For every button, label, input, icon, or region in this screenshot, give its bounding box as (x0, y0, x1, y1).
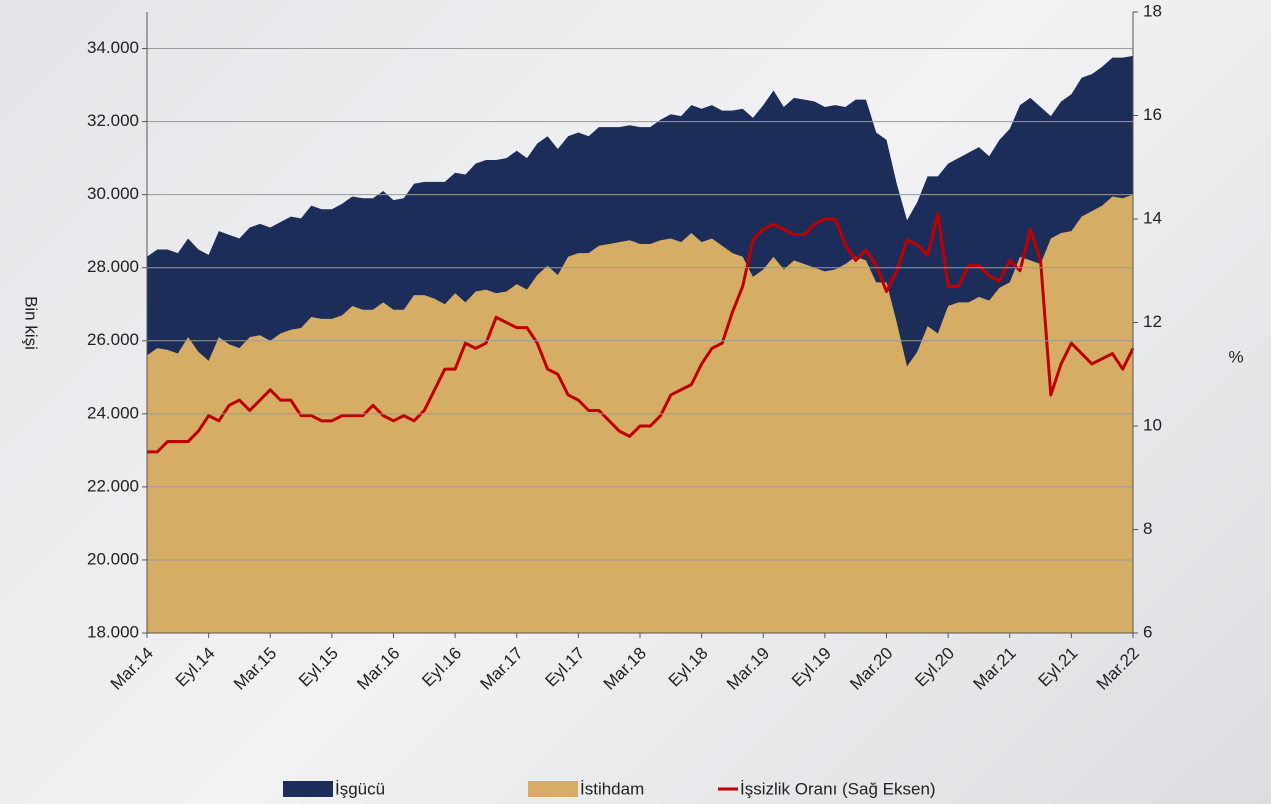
y2-tick-label: 6 (1143, 622, 1152, 641)
legend-swatch (528, 781, 578, 797)
x-tick-label: Mar.17 (477, 644, 527, 694)
x-tick-label: Eyl.18 (665, 644, 712, 691)
x-tick-label: Eyl.14 (172, 644, 219, 691)
x-tick-label: Mar.21 (970, 644, 1020, 694)
y2-tick-label: 18 (1143, 1, 1162, 20)
y-tick-label: 34.000 (87, 38, 139, 57)
y2-tick-label: 8 (1143, 519, 1152, 538)
y-tick-label: 32.000 (87, 111, 139, 130)
y-axis-label: Bin kişi (22, 296, 41, 350)
legend-label: İşgücü (335, 779, 385, 798)
x-tick-label: Mar.18 (600, 644, 650, 694)
x-tick-label: Eyl.17 (542, 644, 589, 691)
x-tick-label: Mar.19 (723, 644, 773, 694)
y2-axis-label: % (1228, 347, 1243, 366)
y-tick-label: 22.000 (87, 476, 139, 495)
x-tick-label: Eyl.16 (418, 644, 465, 691)
y-tick-label: 20.000 (87, 549, 139, 568)
x-tick-label: Eyl.20 (911, 644, 958, 691)
legend-label: İşsizlik Oranı (Sağ Eksen) (740, 779, 936, 798)
x-tick-label: Eyl.21 (1035, 644, 1082, 691)
y-tick-label: 24.000 (87, 403, 139, 422)
y-tick-label: 18.000 (87, 622, 139, 641)
legend-swatch (283, 781, 333, 797)
y-tick-label: 26.000 (87, 330, 139, 349)
y-tick-label: 28.000 (87, 257, 139, 276)
y2-tick-label: 12 (1143, 312, 1162, 331)
y2-tick-label: 10 (1143, 415, 1162, 434)
x-tick-label: Mar.20 (846, 644, 896, 694)
y-tick-label: 30.000 (87, 184, 139, 203)
legend-item: İstihdam (528, 779, 644, 798)
x-tick-label: Mar.15 (230, 644, 280, 694)
x-tick-label: Eyl.15 (295, 644, 342, 691)
legend-label: İstihdam (580, 779, 644, 798)
x-tick-label: Mar.16 (353, 644, 403, 694)
legend-item: İşsizlik Oranı (Sağ Eksen) (718, 779, 936, 798)
x-tick-label: Mar.22 (1093, 644, 1143, 694)
line (147, 212, 1135, 454)
y2-tick-label: 16 (1143, 105, 1162, 124)
legend-item: İşgücü (283, 779, 385, 798)
y2-tick-label: 14 (1143, 208, 1162, 227)
x-tick-label: Eyl.19 (788, 644, 835, 691)
x-tick-label: Mar.14 (107, 644, 157, 694)
